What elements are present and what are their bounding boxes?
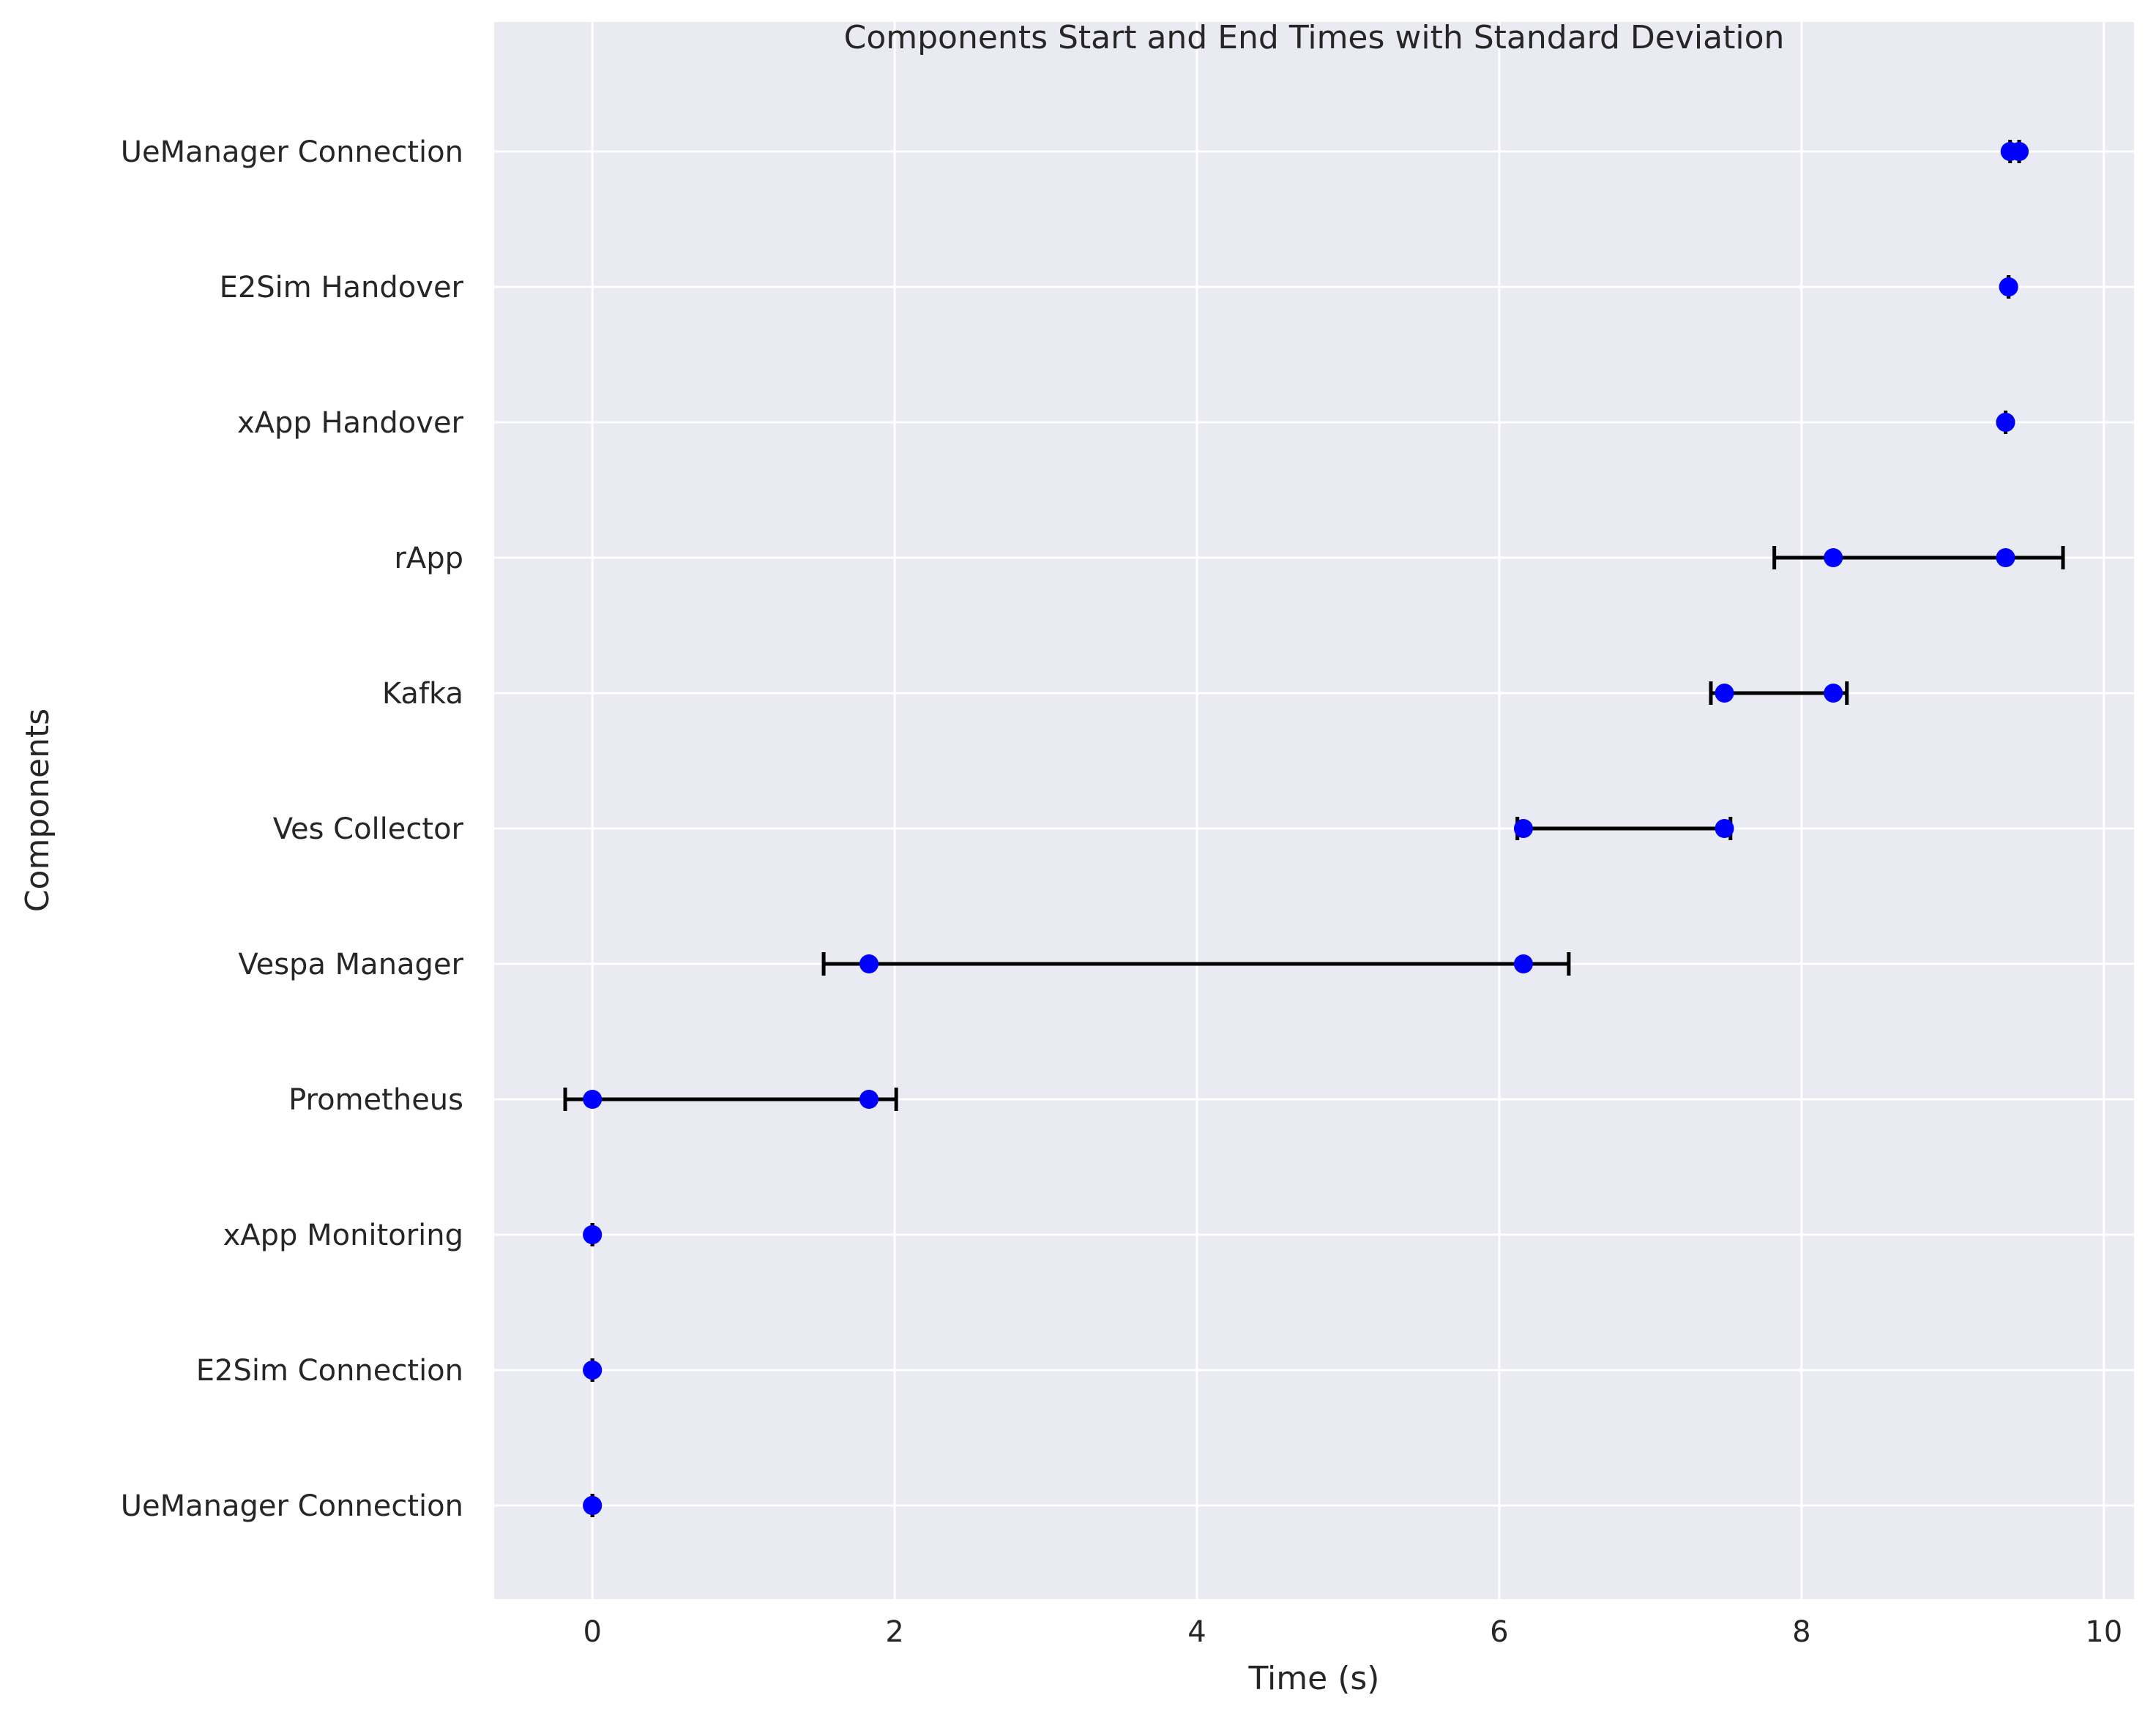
y-tick-label: Prometheus [288, 1083, 463, 1117]
x-tick-label: 10 [2085, 1615, 2122, 1649]
y-tick-label: Vespa Manager [238, 948, 463, 981]
y-tick-label: Kafka [382, 677, 463, 711]
start-time-point [859, 954, 879, 973]
start-time-point [583, 1090, 603, 1109]
chart-title: Components Start and End Times with Stan… [844, 19, 1785, 56]
data-points [583, 142, 2029, 1515]
end-time-point [583, 1225, 603, 1244]
end-time-point [1996, 413, 2015, 432]
start-time-point [1715, 684, 1734, 703]
end-time-point [1996, 548, 2015, 567]
plot-area [494, 22, 2134, 1599]
end-time-point [2010, 142, 2029, 161]
x-tick-label: 4 [1187, 1615, 1206, 1649]
x-tick-label: 2 [885, 1615, 903, 1649]
end-time-point [1715, 819, 1734, 838]
y-tick-label: UeManager Connection [121, 135, 463, 169]
y-tick-label: UeManager Connection [121, 1489, 463, 1523]
x-tick-label: 8 [1792, 1615, 1810, 1649]
y-tick-label: rApp [394, 542, 463, 575]
x-tick-label: 0 [583, 1615, 601, 1649]
x-tick-labels: 0 2 4 6 8 10 [583, 1615, 2122, 1649]
end-time-point [859, 1090, 879, 1109]
y-tick-label: E2Sim Connection [196, 1354, 463, 1388]
end-time-point [1824, 684, 1843, 703]
y-tick-label: xApp Monitoring [223, 1219, 463, 1252]
y-tick-label: E2Sim Handover [220, 271, 464, 304]
start-time-point [1513, 819, 1533, 838]
x-axis-label: Time (s) [1248, 1660, 1380, 1697]
x-tick-label: 6 [1490, 1615, 1508, 1649]
end-time-point [583, 1361, 603, 1380]
y-tick-labels: UeManager Connection E2Sim Connection xApp… [121, 135, 464, 1523]
y-tick-label: Ves Collector [273, 812, 464, 846]
y-axis-label: Components [19, 708, 56, 912]
y-tick-label: xApp Handover [237, 406, 464, 440]
end-time-point [1513, 954, 1533, 973]
end-time-point [583, 1496, 603, 1515]
start-time-point [1824, 548, 1843, 567]
end-time-point [1999, 277, 2018, 296]
